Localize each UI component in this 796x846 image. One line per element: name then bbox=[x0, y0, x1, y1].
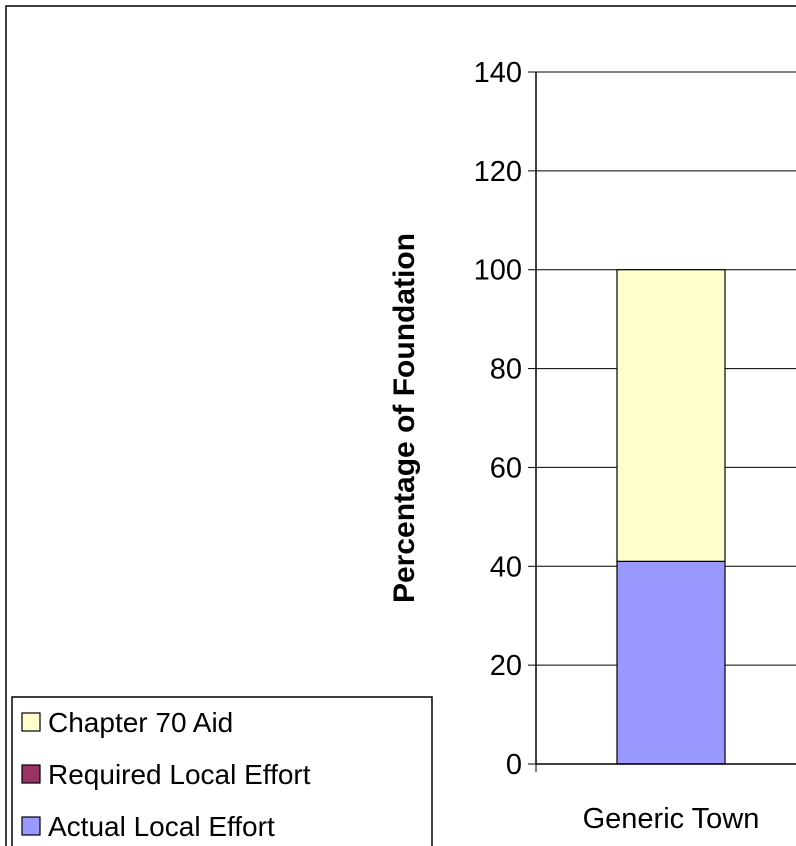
bar-segment-actual-local-effort bbox=[616, 560, 726, 765]
y-tick-label: 20 bbox=[490, 650, 522, 682]
y-tick-label: 60 bbox=[490, 452, 522, 484]
legend-swatch bbox=[21, 764, 41, 784]
y-tick-label: 40 bbox=[490, 551, 522, 583]
legend-label: Actual Local Effort bbox=[48, 811, 275, 842]
legend-swatch bbox=[21, 816, 41, 836]
plot-area bbox=[616, 269, 726, 765]
y-tick-label: 0 bbox=[506, 749, 522, 781]
legend-label: Chapter 70 Aid bbox=[48, 707, 233, 738]
y-tick-label: 140 bbox=[474, 57, 522, 89]
legend-label: Required Local Effort bbox=[48, 759, 311, 790]
x-category-label: Generic Town bbox=[583, 803, 760, 835]
legend: Chapter 70 Aid Required Local Effort Actua… bbox=[11, 696, 433, 846]
y-axis-ticks: 0 20 40 60 80 100 120 140 bbox=[474, 57, 796, 781]
y-tick-label: 120 bbox=[474, 156, 522, 188]
x-axis-labels: Generic Town bbox=[583, 803, 760, 835]
bar-segment-chapter-70-aid bbox=[616, 269, 726, 562]
y-axis-title: Percentage of Foundation bbox=[388, 233, 421, 603]
legend-box bbox=[11, 696, 433, 846]
y-tick-label: 80 bbox=[490, 354, 522, 386]
y-tick-label: 100 bbox=[474, 255, 522, 287]
legend-swatch bbox=[21, 712, 41, 732]
